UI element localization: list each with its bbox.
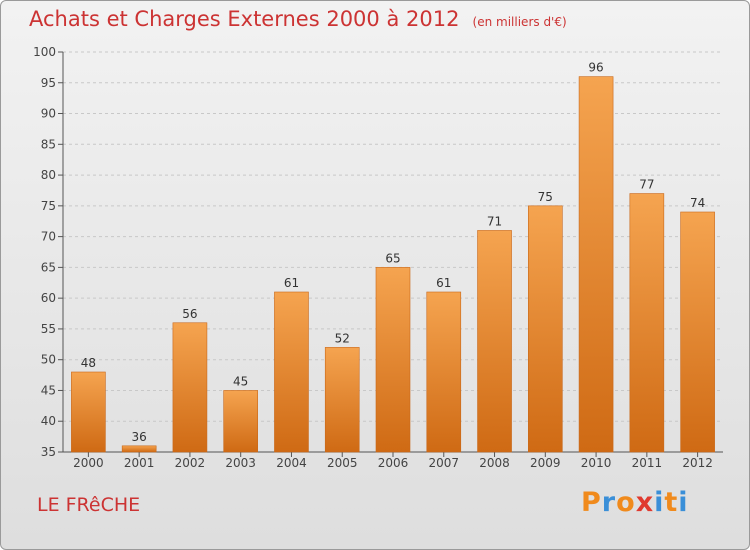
bar-value-label: 96 <box>588 61 603 75</box>
y-tick-label: 65 <box>41 260 56 274</box>
bar <box>680 211 715 453</box>
bar-value-label: 74 <box>690 196 705 210</box>
chart-subtitle: (en milliers d'€) <box>472 15 567 29</box>
x-tick-label: 2011 <box>632 456 663 470</box>
x-tick-label: 2010 <box>581 456 612 470</box>
bar-value-label: 71 <box>487 214 502 228</box>
logo-letter: i <box>678 487 689 518</box>
bar <box>629 193 665 453</box>
chart-header: Achats et Charges Externes 2000 à 2012 (… <box>29 7 567 31</box>
y-tick-label: 50 <box>41 353 56 367</box>
bar <box>528 205 563 453</box>
bar-value-label: 56 <box>182 307 197 321</box>
bar-value-label: 36 <box>132 430 147 444</box>
logo-letter: P <box>581 487 602 518</box>
bar-value-label: 65 <box>385 251 400 265</box>
commune-name: LE FRêCHE <box>37 494 141 516</box>
bar <box>223 390 258 453</box>
bar-value-label: 45 <box>233 374 248 388</box>
bar-value-label: 48 <box>81 356 96 370</box>
bar-value-label: 75 <box>538 190 553 204</box>
bar <box>71 371 106 453</box>
y-tick-label: 80 <box>41 168 56 182</box>
axes: 35 40 45 50 55 60 65 70 75 80 85 90 95 100 2000 2001 200… <box>33 45 723 470</box>
x-tick-label: 2000 <box>73 456 104 470</box>
bar-value-label: 61 <box>284 276 299 290</box>
x-tick-label: 2004 <box>276 456 307 470</box>
proxiti-logo: Proxiti <box>581 487 689 518</box>
x-tick-label: 2002 <box>175 456 206 470</box>
logo-letter: t <box>664 487 679 518</box>
x-tick-label: 2008 <box>479 456 510 470</box>
bar-value-label: 77 <box>639 178 654 192</box>
x-tick-label: 2007 <box>428 456 459 470</box>
y-tick-label: 95 <box>41 76 56 90</box>
x-tick-label: 2003 <box>225 456 256 470</box>
logo-letter: o <box>616 487 636 518</box>
bar <box>274 291 309 453</box>
y-tick-label: 60 <box>41 291 56 305</box>
bar-value-label: 52 <box>335 331 350 345</box>
x-tick-label: 2006 <box>378 456 409 470</box>
logo-letter: x <box>635 487 655 518</box>
logo-letter: r <box>601 487 617 518</box>
y-tick-label: 100 <box>33 45 56 59</box>
y-tick-label: 90 <box>41 107 56 121</box>
bar <box>121 445 157 453</box>
bars: 48 36 56 45 61 52 65 61 71 75 96 77 74 <box>71 61 715 453</box>
y-tick-label: 75 <box>41 199 56 213</box>
bar <box>426 291 462 453</box>
y-tick-label: 35 <box>41 445 56 459</box>
x-tick-label: 2005 <box>327 456 358 470</box>
y-tick-label: 55 <box>41 322 56 336</box>
bar <box>375 267 411 453</box>
chart-title: Achats et Charges Externes 2000 à 2012 <box>29 7 460 31</box>
y-tick-label: 70 <box>41 230 56 244</box>
x-tick-label: 2012 <box>682 456 713 470</box>
bar <box>578 76 614 453</box>
bar-value-label: 61 <box>436 276 451 290</box>
x-tick-label: 2009 <box>530 456 561 470</box>
bar <box>172 322 208 453</box>
bar <box>324 347 360 453</box>
bar <box>477 230 512 453</box>
logo-letter: i <box>654 487 665 518</box>
x-tick-label: 2001 <box>124 456 155 470</box>
y-tick-label: 40 <box>41 414 56 428</box>
y-tick-label: 45 <box>41 383 56 397</box>
y-tick-label: 85 <box>41 137 56 151</box>
